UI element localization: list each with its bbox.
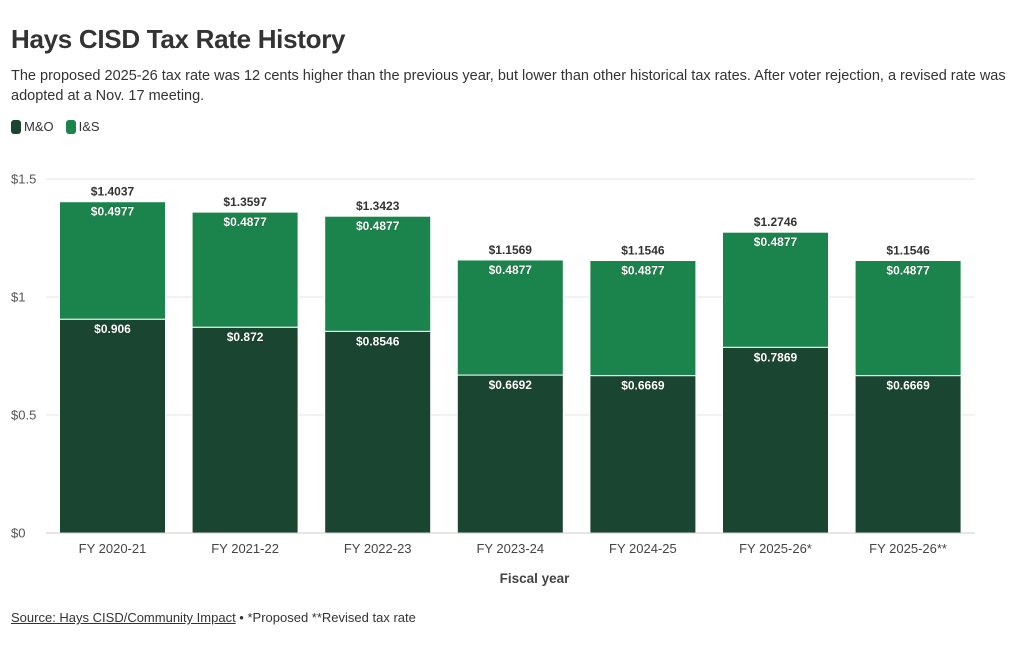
- x-axis-title: Fiscal year: [500, 571, 571, 586]
- bar-mo-segment[interactable]: [59, 318, 166, 534]
- footer-separator: •: [235, 610, 248, 625]
- footer: Source: Hays CISD/Community Impact • *Pr…: [11, 610, 416, 625]
- x-tick-label: FY 2025-26*: [739, 541, 812, 556]
- data-label-mo: $0.906: [94, 322, 131, 336]
- total-label: $1.4037: [91, 185, 135, 199]
- data-label-mo: $0.6669: [886, 379, 930, 393]
- total-label: $1.3597: [223, 195, 267, 209]
- legend-item-is[interactable]: I&S: [65, 119, 100, 134]
- total-label: $1.2746: [754, 215, 798, 229]
- data-label-is: $0.4977: [91, 205, 135, 219]
- bar-mo-segment[interactable]: [589, 375, 697, 534]
- data-label-is: $0.4877: [754, 235, 798, 249]
- bar-mo-segment[interactable]: [456, 374, 564, 534]
- total-label: $1.1569: [489, 243, 533, 257]
- total-label: $1.1546: [886, 244, 930, 258]
- y-tick-label: $0: [11, 526, 25, 541]
- x-tick-label: FY 2024-25: [609, 541, 677, 556]
- data-label-mo: $0.7869: [754, 350, 798, 364]
- data-label-mo: $0.872: [227, 330, 264, 344]
- chart-subtitle: The proposed 2025-26 tax rate was 12 cen…: [11, 68, 1006, 104]
- legend-swatch-is: [65, 119, 76, 134]
- bar-is-segment[interactable]: [191, 211, 299, 328]
- source-link[interactable]: Source: Hays CISD/Community Impact: [11, 610, 236, 625]
- x-tick-label: FY 2023-24: [476, 541, 544, 556]
- total-label: $1.3423: [356, 199, 400, 213]
- bar-is-segment[interactable]: [589, 260, 697, 377]
- legend-label-mo: M&O: [24, 119, 54, 134]
- data-label-is: $0.4877: [886, 264, 930, 278]
- footer-note: *Proposed **Revised tax rate: [247, 610, 416, 625]
- y-tick-label: $1.5: [11, 172, 36, 187]
- data-label-mo: $0.6669: [621, 379, 665, 393]
- x-tick-label: FY 2025-26**: [869, 541, 947, 556]
- total-label: $1.1546: [621, 244, 665, 258]
- bar-mo-segment[interactable]: [324, 330, 432, 534]
- bar-mo-segment[interactable]: [722, 346, 829, 534]
- bar-is-segment[interactable]: [456, 259, 564, 376]
- y-tick-label: $0.5: [11, 408, 36, 423]
- x-tick-label: FY 2022-23: [344, 541, 412, 556]
- x-tick-label: FY 2021-22: [211, 541, 279, 556]
- bar-is-segment[interactable]: [324, 215, 432, 332]
- data-label-is: $0.4877: [356, 219, 400, 233]
- data-label-mo: $0.6692: [489, 378, 533, 392]
- chart-title: Hays CISD Tax Rate History: [11, 24, 346, 54]
- bar-mo-segment[interactable]: [191, 326, 299, 534]
- legend-item-mo[interactable]: M&O: [11, 119, 54, 134]
- stacked-bar-chart: $0 $0.5 $1 $1.5 $0.906 $0.4977 $1.4037 FY 2020-…: [11, 172, 975, 586]
- bar-is-segment[interactable]: [722, 231, 829, 348]
- legend: M&O I&S: [11, 119, 112, 134]
- bar-is-segment[interactable]: [854, 260, 962, 377]
- legend-swatch-mo: [11, 119, 21, 134]
- x-tick-label: FY 2020-21: [79, 541, 147, 556]
- bar-mo-segment[interactable]: [854, 375, 962, 534]
- data-label-is: $0.4877: [223, 215, 267, 229]
- data-label-is: $0.4877: [621, 264, 665, 278]
- data-label-mo: $0.8546: [356, 334, 400, 348]
- y-tick-label: $1: [11, 290, 25, 305]
- data-label-is: $0.4877: [489, 263, 533, 277]
- legend-label-is: I&S: [78, 119, 100, 134]
- bar-is-segment[interactable]: [59, 201, 166, 320]
